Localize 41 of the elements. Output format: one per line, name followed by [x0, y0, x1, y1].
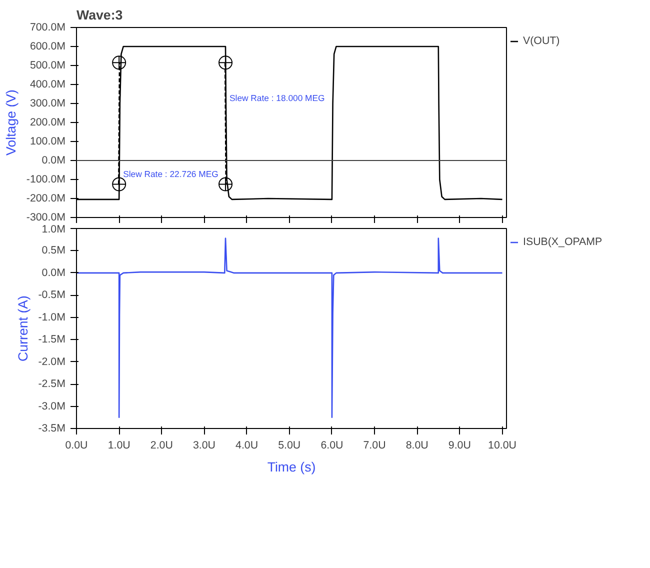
x-tick-label: 3.0U: [192, 440, 216, 452]
x-tick-label: 5.0U: [278, 440, 301, 452]
y-tick-label: 600.0M: [30, 40, 66, 52]
y-tick-label: -300.0M: [26, 212, 66, 224]
x-tick-label: 2.0U: [150, 440, 173, 452]
y-tick-label: -0.5M: [38, 289, 66, 302]
y-axis-title: Current (A): [15, 296, 30, 362]
legend-label: ISUB(X_OPAMP: [523, 236, 602, 248]
y-tick-label: 200.0M: [30, 116, 66, 128]
y-tick-label: -2.5M: [38, 378, 66, 390]
y-tick-label: -200.0M: [26, 192, 66, 204]
x-tick-label: 8.0U: [406, 440, 428, 452]
x-tick-label: 0.0U: [65, 440, 88, 452]
y-axis-title: Voltage (V): [3, 90, 18, 156]
chart-title: Wave:3: [76, 8, 123, 22]
y-tick-label: -2.0M: [38, 356, 66, 368]
x-tick-label: 1.0U: [108, 440, 130, 452]
legend-label: V(OUT): [523, 35, 560, 47]
x-tick-label: 10.0U: [488, 440, 516, 452]
y-tick-label: 100.0M: [30, 136, 66, 148]
y-tick-label: 300.0M: [30, 98, 66, 110]
y-tick-label: -100.0M: [26, 174, 66, 186]
x-tick-label: 7.0U: [363, 440, 386, 452]
y-tick-label: 0.0M: [42, 154, 66, 166]
y-tick-label: -3.0M: [38, 400, 66, 412]
x-tick-label: 6.0U: [320, 440, 344, 452]
annotation: Slew Rate : 22.726 MEG: [123, 168, 219, 179]
y-tick-label: -1.5M: [38, 334, 66, 346]
x-axis-title: Time (s): [267, 460, 316, 474]
x-tick-label: 9.0U: [448, 440, 471, 452]
line-series: [76, 238, 503, 418]
y-tick-label: 1.0M: [42, 224, 66, 236]
y-tick-label: 0.5M: [42, 244, 66, 257]
y-tick-label: -1.0M: [38, 311, 66, 324]
y-tick-label: 400.0M: [30, 78, 66, 90]
annotation: Slew Rate : 18.000 MEG: [230, 92, 326, 103]
y-tick-label: -3.5M: [38, 422, 66, 434]
y-tick-label: 500.0M: [30, 60, 66, 72]
y-tick-label: 700.0M: [30, 22, 66, 34]
y-tick-label: 0.0M: [42, 266, 66, 279]
x-tick-label: 4.0U: [236, 440, 258, 452]
